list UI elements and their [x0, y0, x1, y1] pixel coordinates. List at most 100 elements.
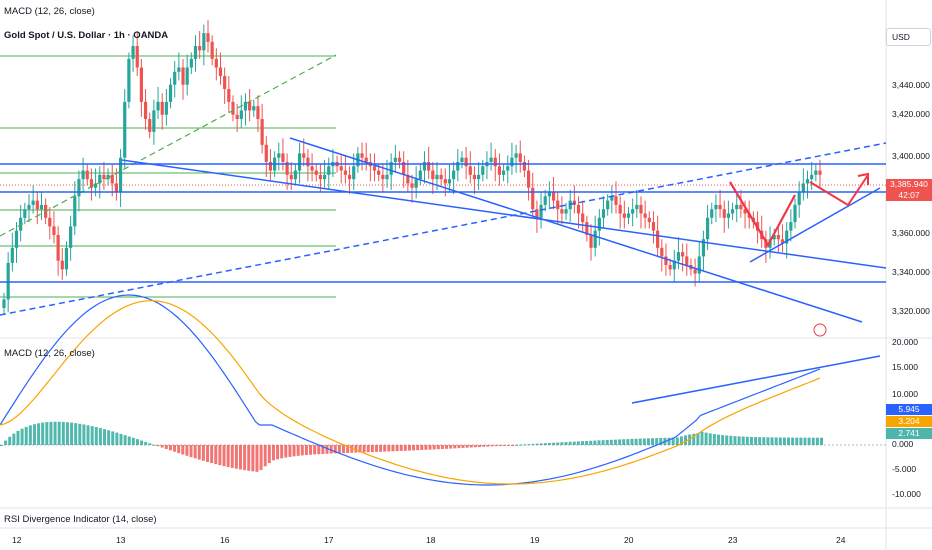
macd-histogram-bar — [745, 436, 749, 445]
candle-body — [93, 183, 98, 188]
price-tick-label: 3,360.000 — [892, 228, 930, 238]
candle-body — [285, 161, 289, 175]
candle-body — [372, 166, 377, 171]
candle-body — [314, 170, 318, 175]
candle-body — [164, 101, 168, 115]
macd-histogram-bar — [762, 437, 766, 445]
candle-body — [135, 46, 139, 68]
macd-histogram-bar — [552, 442, 556, 445]
candle-body — [293, 170, 298, 180]
candle-body — [718, 204, 722, 210]
macd-histogram-bar — [671, 437, 675, 445]
macd-histogram-bar — [445, 445, 449, 449]
macd-histogram-bar — [465, 445, 469, 448]
candle-body — [768, 239, 772, 248]
horizontal-levels — [0, 55, 336, 298]
candle-body — [27, 204, 31, 210]
candle-body — [539, 204, 543, 218]
macd-histogram-bar — [523, 444, 527, 446]
macd-histogram-bar — [185, 445, 189, 456]
candle-body — [435, 174, 439, 180]
candle-body — [148, 119, 152, 132]
candle-body — [160, 101, 164, 115]
macd-histogram-bar — [98, 428, 102, 445]
macd-histogram-bar — [28, 425, 32, 445]
macd-histogram-bar — [692, 433, 696, 445]
descending-channel-line — [289, 137, 863, 323]
macd-histogram-bar — [815, 437, 819, 445]
candle-body — [556, 200, 560, 210]
candle-body — [223, 76, 227, 89]
candle-body — [318, 174, 323, 180]
candle-body — [360, 153, 364, 158]
macd-histogram-bar — [247, 445, 251, 471]
macd-histogram-bar — [86, 425, 90, 445]
candle-body — [589, 234, 593, 248]
macd-histogram-bar — [206, 445, 210, 462]
macd-histogram-bar — [61, 421, 65, 445]
macd-histogram-bar — [733, 436, 737, 445]
candle-body — [114, 183, 119, 193]
macd-histogram-bar — [803, 437, 807, 445]
candle-body — [797, 192, 801, 205]
macd-histogram-bar — [317, 445, 321, 455]
macd-histogram-bar — [506, 445, 510, 446]
macd-histogram-bar — [94, 427, 98, 445]
macd-histogram-bar — [436, 445, 440, 450]
macd-histogram-bar — [78, 423, 82, 445]
candle-body — [39, 204, 44, 210]
macd-histogram-bar — [630, 438, 634, 445]
candle-body — [347, 174, 352, 180]
macd-histogram-bar — [210, 445, 214, 464]
rising-support-line — [749, 187, 881, 263]
macd-histogram-bar — [230, 445, 234, 468]
macd-histogram-bar — [168, 445, 172, 451]
macd-histogram-bar — [222, 445, 226, 467]
macd-value-badge: 5.945 — [886, 404, 932, 415]
macd-histogram-bar — [366, 445, 370, 453]
candle-body — [385, 174, 389, 180]
currency-selector[interactable]: USD — [886, 28, 931, 46]
macd-histogram-bar — [774, 437, 778, 445]
candle-body — [118, 157, 123, 193]
candle-body — [722, 209, 726, 218]
time-tick-label: 12 — [12, 535, 22, 545]
macd-histogram-bar — [576, 441, 580, 445]
macd-histogram-bar — [16, 430, 20, 445]
candle-body — [560, 209, 564, 214]
macd-histogram-bar — [494, 445, 498, 447]
candle-body — [60, 260, 64, 270]
macd-histogram-bar — [8, 436, 12, 445]
candle-body — [252, 106, 256, 111]
candle-body — [10, 247, 14, 263]
macd-histogram-bar — [20, 428, 24, 445]
macd-histogram-bar — [675, 437, 679, 445]
candle-body — [477, 174, 481, 180]
macd-histogram-bar — [140, 440, 144, 445]
candle-body — [256, 106, 260, 120]
macd-histogram-bar — [572, 441, 576, 445]
macd-histogram-bar — [469, 445, 473, 448]
macd-histogram-bar — [74, 423, 78, 445]
candle-body — [535, 209, 539, 218]
candle-body — [489, 157, 493, 162]
candle-body — [35, 200, 39, 210]
candle-body — [618, 204, 622, 214]
macd-histogram-bar — [642, 438, 646, 445]
candle-body — [726, 213, 731, 218]
macd-histogram-bar — [329, 445, 333, 454]
projection-path — [809, 174, 869, 207]
candle-body — [614, 196, 618, 205]
candle-body — [681, 252, 685, 257]
macd-histogram-bar — [556, 442, 560, 445]
macd-histogram-bar — [791, 437, 795, 445]
candle-body — [805, 179, 810, 184]
candle-body — [310, 166, 314, 171]
candle-body — [69, 226, 73, 248]
macd-histogram-bar — [362, 445, 366, 453]
macd-histogram-bar — [778, 437, 782, 445]
candle-body — [493, 157, 497, 167]
signal-value-badge: 3.204 — [886, 416, 932, 427]
candle-body — [268, 161, 273, 171]
macd-histogram-bar — [152, 444, 156, 446]
